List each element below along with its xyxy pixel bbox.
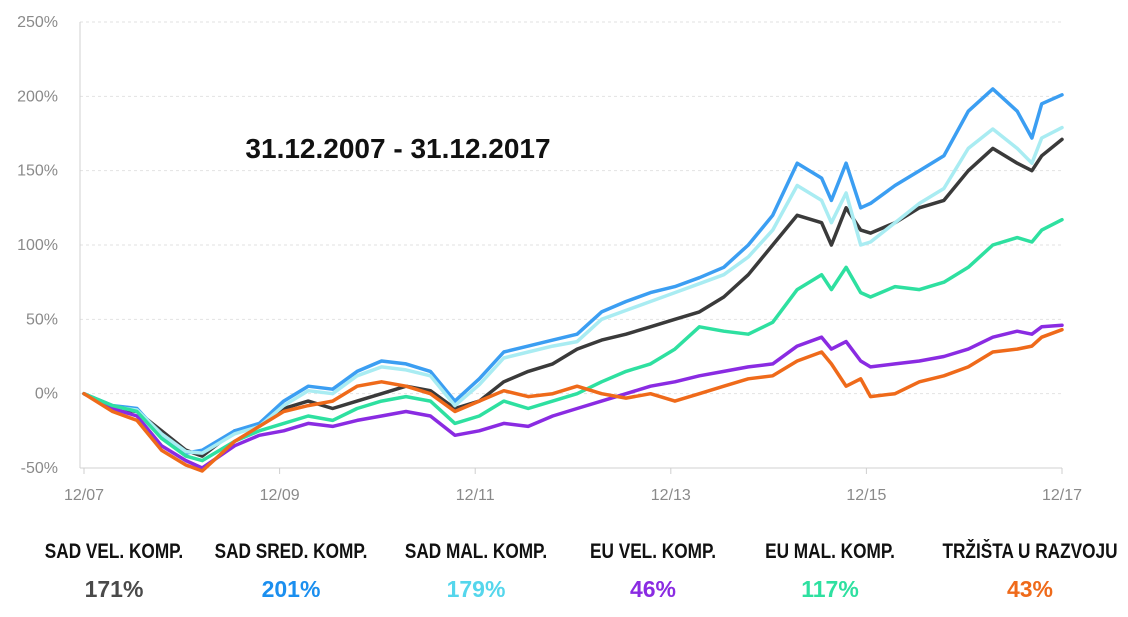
legend-series-name: SAD VEL. KOMP. xyxy=(44,540,184,563)
legend-series-name: EU VEL. KOMP. xyxy=(590,540,716,563)
legend-series-value: 179% xyxy=(446,576,506,602)
legend-item: SAD VEL. KOMP. 171% xyxy=(30,540,199,603)
series-line-6 xyxy=(82,327,1064,473)
y-tick-label: -50% xyxy=(21,460,58,477)
legend-series-value: 171% xyxy=(84,576,144,602)
legend-item: SAD MAL. KOMP. 179% xyxy=(389,540,562,603)
x-tick-label: 12/15 xyxy=(846,487,886,504)
chart-grid xyxy=(80,21,1062,469)
x-tick-label: 12/13 xyxy=(651,487,691,504)
line-chart: -50% 0% 50% 100% 150% 200% 250% 12/07 12/09 12/11… xyxy=(17,14,1082,504)
legend-series-name: EU MAL. KOMP. xyxy=(765,540,895,563)
legend-item: EU MAL. KOMP. 117% xyxy=(751,540,909,603)
chart-legend: SAD VEL. KOMP. 171% SAD SRED. KOMP. 201% SAD… xyxy=(0,540,1128,610)
x-tick-label: 12/09 xyxy=(260,487,300,504)
y-tick-label: 0% xyxy=(35,386,58,403)
y-tick-label: 250% xyxy=(17,14,58,31)
legend-series-value: 46% xyxy=(629,576,677,602)
legend-item: TRŽIŠTA U RAZVOJU 43% xyxy=(923,540,1128,603)
y-tick-label: 100% xyxy=(17,237,58,254)
chart-series-lines xyxy=(82,87,1064,473)
legend-series-name: TRŽIŠTA U RAZVOJU xyxy=(942,540,1118,563)
chart-axes: -50% 0% 50% 100% 150% 200% 250% 12/07 12/09 12/11… xyxy=(17,14,1082,504)
legend-item: EU VEL. KOMP. 46% xyxy=(576,540,730,603)
x-tick-label: 12/07 xyxy=(64,487,104,504)
legend-series-name: SAD MAL. KOMP. xyxy=(404,540,548,563)
y-tick-label: 50% xyxy=(26,311,58,328)
legend-series-value: 201% xyxy=(261,576,321,602)
x-tick-label: 12/17 xyxy=(1042,487,1082,504)
legend-series-value: 43% xyxy=(1006,576,1054,602)
chart-annotation: 31.12.2007 - 31.12.2017 xyxy=(245,133,550,164)
y-tick-label: 150% xyxy=(17,163,58,180)
y-tick-label: 200% xyxy=(17,88,58,105)
series-line-2 xyxy=(82,87,1064,455)
x-tick-label: 12/11 xyxy=(456,487,495,504)
legend-item: SAD SRED. KOMP. 201% xyxy=(198,540,384,603)
legend-series-value: 117% xyxy=(801,576,859,602)
legend-series-name: SAD SRED. KOMP. xyxy=(214,540,368,563)
series-line-5 xyxy=(82,217,1064,463)
